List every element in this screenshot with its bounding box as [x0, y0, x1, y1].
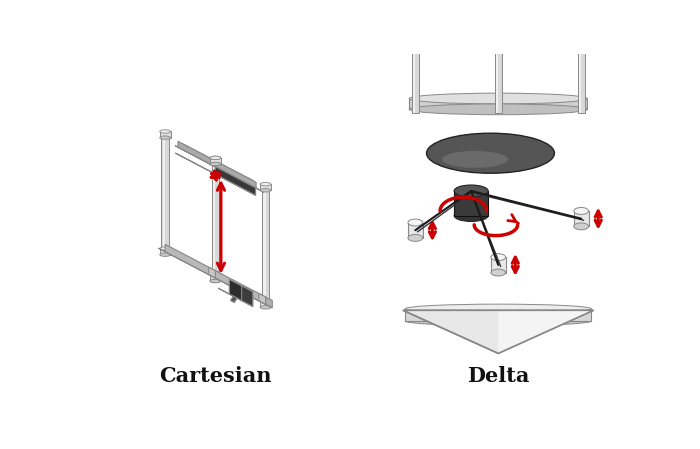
- Polygon shape: [403, 310, 594, 353]
- Ellipse shape: [491, 254, 505, 260]
- Polygon shape: [216, 167, 256, 195]
- Polygon shape: [216, 167, 256, 195]
- Bar: [491, 257, 505, 273]
- Bar: [160, 249, 171, 255]
- Bar: [210, 158, 220, 164]
- Polygon shape: [178, 141, 256, 188]
- Polygon shape: [259, 294, 265, 304]
- Ellipse shape: [260, 306, 271, 309]
- Ellipse shape: [574, 223, 589, 230]
- Ellipse shape: [210, 162, 220, 166]
- Ellipse shape: [210, 279, 220, 283]
- Ellipse shape: [426, 133, 554, 173]
- Ellipse shape: [160, 130, 171, 133]
- Polygon shape: [175, 145, 253, 186]
- Polygon shape: [216, 278, 272, 308]
- Bar: [161, 135, 169, 251]
- Polygon shape: [158, 248, 216, 278]
- Ellipse shape: [160, 136, 171, 139]
- Ellipse shape: [454, 185, 488, 197]
- Bar: [163, 135, 165, 251]
- Ellipse shape: [210, 156, 220, 159]
- Bar: [408, 223, 423, 238]
- Ellipse shape: [409, 104, 587, 114]
- Ellipse shape: [405, 317, 592, 326]
- Polygon shape: [209, 274, 265, 304]
- Ellipse shape: [160, 253, 171, 256]
- Ellipse shape: [408, 219, 423, 226]
- Ellipse shape: [409, 93, 587, 104]
- Bar: [213, 161, 216, 278]
- Bar: [211, 161, 219, 278]
- Bar: [260, 184, 271, 190]
- Polygon shape: [216, 271, 222, 282]
- Ellipse shape: [491, 269, 505, 276]
- Polygon shape: [209, 267, 216, 278]
- Bar: [210, 275, 220, 281]
- Ellipse shape: [260, 299, 271, 303]
- Bar: [211, 161, 219, 278]
- Polygon shape: [165, 244, 216, 278]
- Ellipse shape: [574, 207, 589, 215]
- Bar: [213, 161, 216, 278]
- Bar: [160, 132, 171, 138]
- Bar: [495, 0, 502, 113]
- Polygon shape: [241, 286, 253, 306]
- Bar: [263, 187, 265, 304]
- Polygon shape: [265, 297, 272, 308]
- Polygon shape: [175, 153, 256, 195]
- Polygon shape: [230, 296, 237, 303]
- Ellipse shape: [408, 234, 423, 242]
- Ellipse shape: [405, 304, 592, 313]
- Ellipse shape: [260, 189, 271, 192]
- Ellipse shape: [442, 151, 508, 168]
- Bar: [579, 0, 581, 113]
- Bar: [405, 309, 592, 321]
- Bar: [260, 301, 271, 308]
- Ellipse shape: [210, 273, 220, 277]
- Ellipse shape: [454, 210, 488, 221]
- Polygon shape: [165, 251, 222, 282]
- Ellipse shape: [210, 156, 220, 159]
- Ellipse shape: [210, 279, 220, 283]
- Text: Delta: Delta: [467, 366, 529, 386]
- Bar: [574, 211, 589, 226]
- Text: Cartesian: Cartesian: [159, 366, 272, 386]
- Bar: [496, 0, 498, 113]
- Bar: [578, 0, 584, 113]
- Bar: [454, 191, 488, 216]
- Polygon shape: [183, 144, 253, 186]
- Ellipse shape: [260, 182, 271, 186]
- Bar: [210, 158, 220, 164]
- Ellipse shape: [160, 247, 171, 250]
- Ellipse shape: [210, 273, 220, 277]
- Polygon shape: [230, 279, 253, 306]
- Bar: [412, 0, 419, 113]
- Polygon shape: [216, 271, 265, 304]
- Polygon shape: [498, 310, 594, 353]
- Ellipse shape: [210, 162, 220, 166]
- Polygon shape: [245, 176, 253, 186]
- Bar: [409, 98, 587, 109]
- Bar: [210, 275, 220, 281]
- Bar: [413, 0, 415, 113]
- Polygon shape: [178, 147, 264, 192]
- Bar: [262, 187, 270, 304]
- Polygon shape: [218, 288, 253, 306]
